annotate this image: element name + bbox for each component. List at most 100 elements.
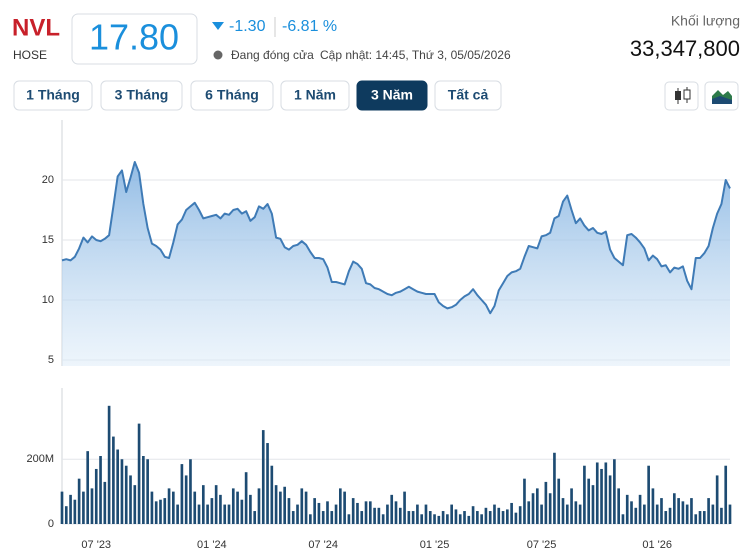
volume-bar	[416, 504, 419, 524]
volume-bar	[373, 507, 376, 524]
volume-bar	[518, 506, 522, 524]
tab-label[interactable]: 3 Tháng	[115, 87, 169, 103]
tab-label[interactable]: 6 Tháng	[205, 87, 259, 103]
tab-label[interactable]: Tất cả	[448, 87, 489, 103]
volume-bar	[223, 504, 227, 524]
y-tick-label: 20	[42, 174, 54, 186]
volume-bar	[724, 465, 728, 524]
volume-bar	[184, 475, 188, 524]
tab-button[interactable]	[434, 80, 502, 111]
volume-bar	[270, 465, 274, 524]
volume-bar	[334, 504, 338, 524]
volume-bar	[343, 491, 346, 524]
volume-bar	[64, 506, 68, 524]
volume-bar	[424, 504, 428, 524]
volume-bar	[133, 485, 137, 524]
volume-bar	[497, 507, 501, 524]
volume-bar	[467, 515, 471, 524]
tab-button[interactable]	[356, 80, 428, 111]
volume-bar	[574, 501, 578, 524]
volume-bar	[621, 514, 625, 524]
area-fill	[62, 162, 730, 366]
volume-bar	[107, 405, 111, 524]
chart-type-buttons	[664, 81, 739, 111]
volume-bar	[197, 504, 201, 524]
volume-bar	[527, 501, 531, 524]
volume-bar	[180, 464, 184, 524]
tab-button[interactable]	[13, 80, 93, 111]
volume-bar	[146, 459, 149, 524]
volume-bar	[557, 478, 561, 524]
volume-bar	[129, 475, 132, 524]
volume-bar	[313, 498, 316, 524]
volume-bar	[600, 468, 603, 524]
volume-bar	[595, 462, 599, 524]
volume-bar	[244, 472, 248, 524]
volume-bar	[112, 436, 115, 524]
tab-label[interactable]: 1 Năm	[294, 87, 336, 103]
x-tick-label: 01 '24	[197, 539, 227, 551]
volume-bar	[403, 491, 406, 524]
tab-label[interactable]: 3 Năm	[371, 87, 413, 103]
volume-bar	[570, 488, 573, 524]
volume-bar	[720, 507, 723, 524]
volume-bar	[368, 501, 372, 524]
volume-bar	[668, 507, 672, 524]
volume-bar	[116, 449, 119, 524]
volume-bar	[488, 511, 492, 524]
volume-bar	[77, 478, 81, 524]
volume-bar	[591, 485, 595, 524]
volume-bar	[167, 488, 171, 524]
volume-bar	[433, 514, 436, 524]
volume-bar	[172, 491, 175, 524]
volume-bar	[647, 465, 650, 524]
volume-bar	[514, 512, 518, 524]
volume-bar	[681, 501, 685, 524]
volume-bar	[347, 514, 351, 524]
volume-bar	[150, 491, 154, 524]
price-box	[71, 13, 198, 65]
volume-bar	[608, 475, 612, 524]
volume-bar	[510, 502, 513, 524]
volume-bar	[351, 498, 355, 524]
volume-bar	[480, 514, 483, 524]
volume-bar	[428, 511, 432, 524]
volume-bar	[394, 501, 398, 524]
volume-bar	[420, 514, 424, 524]
y-tick-label: 5	[48, 354, 54, 366]
candle-button[interactable]	[664, 81, 699, 111]
volume-bar	[300, 488, 304, 524]
price-line	[61, 161, 731, 315]
tab-label[interactable]: 1 Tháng	[26, 87, 80, 103]
volume-bar	[326, 501, 329, 524]
volume-bar	[176, 504, 179, 524]
volume-bar	[159, 499, 162, 524]
tab-button[interactable]	[190, 80, 274, 111]
volume: 33,347,800	[630, 36, 740, 61]
x-tick-label: 07 '23	[81, 539, 111, 551]
volume-bar	[707, 498, 710, 524]
volume-bar	[501, 511, 505, 524]
volume-bar	[236, 491, 239, 524]
candle-icon	[675, 91, 681, 100]
tab-button[interactable]	[280, 80, 350, 111]
volume-bar	[604, 462, 608, 524]
volume-bar	[317, 502, 321, 524]
volume-bar	[613, 459, 616, 524]
volume-bar	[561, 498, 565, 524]
volume-bar	[206, 504, 209, 524]
y-tick-label: 10	[42, 294, 54, 306]
volume-bar	[484, 507, 488, 524]
volume-bar	[201, 485, 205, 524]
tab-button[interactable]	[100, 80, 183, 111]
volume-bar	[309, 514, 312, 524]
volume-bar	[253, 511, 257, 524]
volume-bar	[702, 511, 706, 524]
volume-bar	[266, 443, 269, 524]
volume-bar	[356, 502, 359, 524]
volume-bar	[90, 488, 94, 524]
volume-bar	[154, 501, 158, 524]
volume-bar	[535, 488, 539, 524]
volume-bar	[210, 498, 214, 524]
